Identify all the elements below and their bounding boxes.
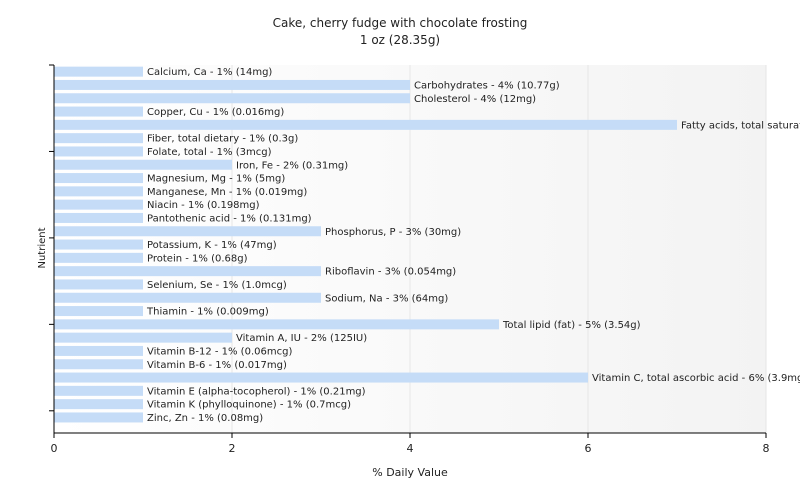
bar [54, 199, 143, 210]
bar-label: Cholesterol - 4% (12mg) [414, 94, 536, 105]
bar [54, 345, 143, 356]
bar [54, 399, 143, 410]
bar-label: Potassium, K - 1% (47mg) [147, 240, 277, 251]
bar-label: Carbohydrates - 4% (10.77g) [414, 80, 560, 91]
bar [54, 79, 410, 90]
bar [54, 159, 232, 170]
bar [54, 186, 143, 197]
bar [54, 332, 232, 343]
bar-label: Fiber, total dietary - 1% (0.3g) [147, 134, 298, 145]
bar-label: Selenium, Se - 1% (1.0mcg) [147, 280, 287, 291]
bar-label: Total lipid (fat) - 5% (3.54g) [502, 320, 641, 331]
bar [54, 279, 143, 290]
bar-label: Vitamin A, IU - 2% (125IU) [236, 333, 367, 344]
chart-title: Cake, cherry fudge with chocolate frosti… [273, 16, 528, 30]
bar [54, 212, 143, 223]
bar-label: Fatty acids, total saturated - 7% (1.436… [681, 120, 800, 131]
chart-subtitle: 1 oz (28.35g) [360, 33, 440, 47]
bar-label: Vitamin B-6 - 1% (0.017mg) [147, 360, 287, 371]
bar-label: Copper, Cu - 1% (0.016mg) [147, 107, 284, 118]
x-tick-labels: 0 2 4 6 8 [51, 442, 770, 455]
bar [54, 385, 143, 396]
bar [54, 372, 588, 383]
y-axis-label: Nutrient [37, 227, 48, 268]
bar-label: Riboflavin - 3% (0.054mg) [325, 267, 456, 278]
bar [54, 359, 143, 370]
bar [54, 106, 143, 117]
bar-label: Pantothenic acid - 1% (0.131mg) [147, 213, 312, 224]
x-tick-label: 4 [407, 442, 414, 455]
x-tick-label: 8 [763, 442, 770, 455]
bar-label: Niacin - 1% (0.198mg) [147, 200, 260, 211]
bar [54, 66, 143, 77]
axes [49, 64, 767, 438]
bar [54, 319, 499, 330]
bar [54, 266, 321, 277]
bar-label: Sodium, Na - 3% (64mg) [325, 293, 448, 304]
x-axis-label: % Daily Value [372, 466, 448, 479]
x-tick-label: 6 [585, 442, 592, 455]
bar-label: Manganese, Mn - 1% (0.019mg) [147, 187, 307, 198]
bar-label: Phosphorus, P - 3% (30mg) [325, 227, 461, 238]
bar-label: Vitamin E (alpha-tocopherol) - 1% (0.21m… [147, 386, 366, 397]
bar-labels: Calcium, Ca - 1% (14mg) Carbohydrates - 4… [146, 67, 800, 424]
bar [54, 292, 321, 303]
bar [54, 93, 410, 104]
x-tick-label: 2 [229, 442, 236, 455]
bars [54, 66, 677, 423]
bar [54, 239, 143, 250]
bar-label: Iron, Fe - 2% (0.31mg) [236, 160, 348, 171]
bar [54, 173, 143, 184]
bar-label: Vitamin K (phylloquinone) - 1% (0.7mcg) [147, 400, 351, 411]
x-tick-label: 0 [51, 442, 58, 455]
bar [54, 226, 321, 237]
bar [54, 119, 677, 130]
bar-label: Calcium, Ca - 1% (14mg) [147, 67, 272, 78]
bar [54, 412, 143, 423]
bar [54, 252, 143, 263]
bar-label: Magnesium, Mg - 1% (5mg) [147, 174, 285, 185]
bar [54, 306, 143, 317]
bar-label: Zinc, Zn - 1% (0.08mg) [147, 413, 263, 424]
bar-label: Folate, total - 1% (3mcg) [147, 147, 272, 158]
bar-label: Vitamin B-12 - 1% (0.06mcg) [147, 346, 292, 357]
bar-label: Protein - 1% (0.68g) [147, 253, 248, 264]
bar-label: Thiamin - 1% (0.009mg) [146, 307, 269, 318]
bar-label: Vitamin C, total ascorbic acid - 6% (3.9… [592, 373, 800, 384]
bar [54, 133, 143, 144]
bar [54, 146, 143, 157]
